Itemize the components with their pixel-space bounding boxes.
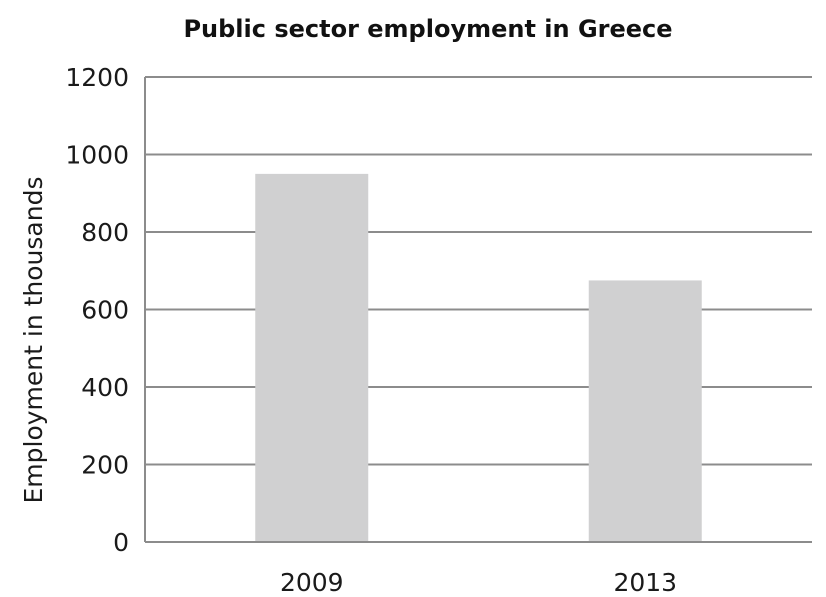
y-tick-label-0: 0 [113,528,129,557]
y-tick-label-200: 200 [81,451,129,480]
gridlines [145,76,812,466]
bar-2013 [588,280,702,542]
x-tick-label-2009: 2009 [280,568,344,597]
x-axis-ticks: 2009 2013 [280,568,677,597]
x-tick-label-2013: 2013 [613,568,677,597]
y-tick-label-600: 600 [81,296,129,325]
y-tick-label-1200: 1200 [65,63,129,92]
y-axis-ticks: 0 200 400 600 800 1000 1200 [65,63,129,557]
axes [144,77,812,543]
y-tick-label-1000: 1000 [65,141,129,170]
y-axis-label: Employment in thousands [19,177,48,504]
chart-title: Public sector employment in Greece [183,15,672,43]
bars [255,173,702,542]
y-tick-label-400: 400 [81,373,129,402]
bar-2009 [255,173,369,542]
y-tick-label-800: 800 [81,218,129,247]
